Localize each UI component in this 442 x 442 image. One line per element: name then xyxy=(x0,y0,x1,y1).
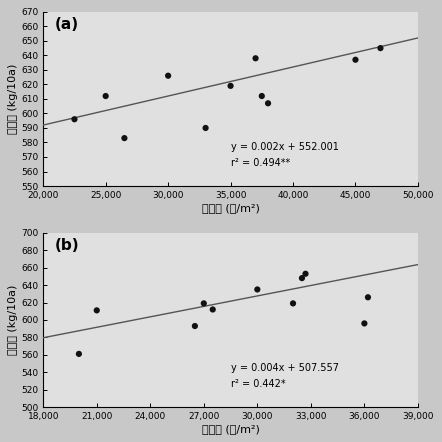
Point xyxy=(209,306,216,313)
Point xyxy=(76,351,83,358)
Text: y = 0.002x + 552.001: y = 0.002x + 552.001 xyxy=(231,142,339,152)
Point xyxy=(102,92,109,99)
Point xyxy=(361,320,368,327)
Point xyxy=(264,100,271,107)
Point xyxy=(254,286,261,293)
Point xyxy=(290,300,297,307)
Point xyxy=(298,274,305,282)
Text: (b): (b) xyxy=(54,238,79,253)
Point xyxy=(227,82,234,89)
Text: y = 0.004x + 507.557: y = 0.004x + 507.557 xyxy=(231,363,339,373)
Point xyxy=(164,72,171,79)
Text: (a): (a) xyxy=(54,17,79,32)
Y-axis label: 쌍수량 (kg/10a): 쌍수량 (kg/10a) xyxy=(8,285,18,355)
X-axis label: 영화수 (개/m²): 영화수 (개/m²) xyxy=(202,424,259,434)
Point xyxy=(364,294,371,301)
Point xyxy=(200,300,207,307)
Point xyxy=(302,270,309,277)
Point xyxy=(377,45,384,52)
Text: r² = 0.494**: r² = 0.494** xyxy=(231,158,290,168)
Point xyxy=(202,125,209,132)
Point xyxy=(352,56,359,63)
Point xyxy=(93,307,100,314)
Point xyxy=(252,55,259,62)
Text: r² = 0.442*: r² = 0.442* xyxy=(231,379,285,389)
Point xyxy=(191,323,198,330)
Point xyxy=(71,116,78,123)
Point xyxy=(258,92,265,99)
Y-axis label: 쌍수량 (kg/10a): 쌍수량 (kg/10a) xyxy=(8,64,18,134)
X-axis label: 영화수 (개/m²): 영화수 (개/m²) xyxy=(202,203,259,213)
Point xyxy=(121,134,128,141)
